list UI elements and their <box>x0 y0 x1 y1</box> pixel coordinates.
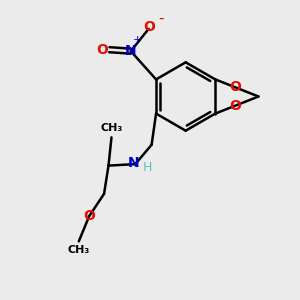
Text: O: O <box>96 43 108 57</box>
Text: H: H <box>143 161 152 175</box>
Text: O: O <box>229 99 241 113</box>
Text: +: + <box>133 35 142 45</box>
Text: O: O <box>83 208 95 223</box>
Text: CH₃: CH₃ <box>68 245 90 255</box>
Text: -: - <box>158 11 163 26</box>
Text: N: N <box>128 156 140 170</box>
Text: CH₃: CH₃ <box>100 124 123 134</box>
Text: N: N <box>125 44 136 58</box>
Text: O: O <box>143 20 155 34</box>
Text: O: O <box>229 80 241 94</box>
